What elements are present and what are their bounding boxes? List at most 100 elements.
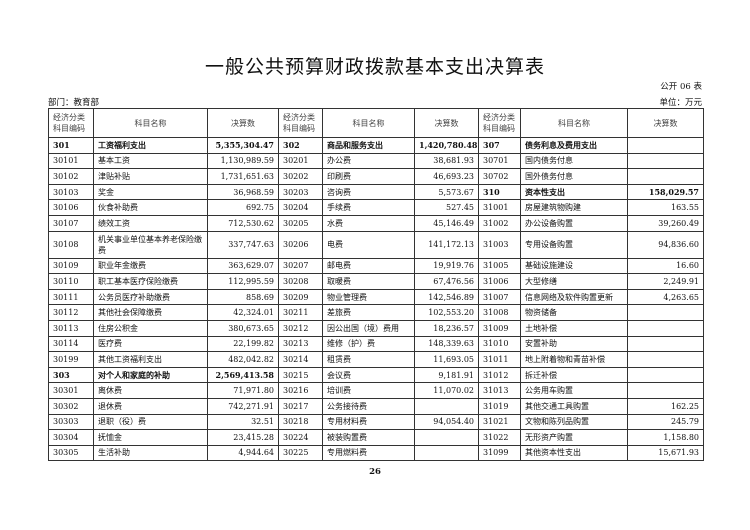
cell-code: 30702 bbox=[478, 168, 521, 185]
cell-code: 31013 bbox=[478, 382, 521, 399]
cell-code: 31001 bbox=[478, 199, 521, 216]
cell-name: 职业年金缴费 bbox=[93, 257, 208, 275]
cell-name: 会议费 bbox=[322, 366, 415, 384]
cell-code: 30305 bbox=[48, 444, 94, 462]
cell-name: 拆迁补偿 bbox=[520, 366, 628, 384]
cell-amount: 4,263.65 bbox=[627, 288, 704, 306]
cell-amount: 482,042.82 bbox=[207, 351, 279, 368]
cell-name: 基本工资 bbox=[93, 152, 208, 170]
cell-amount: 112,995.59 bbox=[207, 273, 279, 290]
cell-code: 30301 bbox=[48, 382, 94, 399]
cell-name: 资本性支出 bbox=[520, 183, 628, 201]
cell-amount: 1,731,651.63 bbox=[207, 168, 279, 185]
header-name: 科目名称 bbox=[93, 108, 208, 138]
cell-amount: 245.79 bbox=[627, 413, 704, 431]
cell-code: 30224 bbox=[278, 429, 323, 446]
cell-code: 30209 bbox=[278, 288, 323, 306]
cell-code: 31007 bbox=[478, 288, 521, 306]
cell-code: 303 bbox=[48, 366, 94, 384]
cell-code: 30216 bbox=[278, 382, 323, 399]
cell-code: 310 bbox=[478, 183, 521, 201]
cell-code: 30302 bbox=[48, 397, 94, 415]
table-row: 301 工资福利支出 5,355,304.47 302 商品和服务支出 1,420,780… bbox=[48, 137, 704, 154]
table-row: 30108 机关事业单位基本养老保险缴费 337,747.63 30206 电费 141,… bbox=[48, 230, 704, 259]
cell-amount: 39,260.49 bbox=[627, 214, 704, 232]
cell-code: 30212 bbox=[278, 319, 323, 337]
document-title: 一般公共预算财政拨款基本支出决算表 bbox=[204, 56, 545, 78]
cell-amount: 1,420,780.48 bbox=[414, 137, 479, 154]
cell-name: 公务用车购置 bbox=[520, 382, 628, 399]
cell-code: 31006 bbox=[478, 273, 521, 290]
cell-name: 安置补助 bbox=[520, 335, 628, 353]
cell-code: 30103 bbox=[48, 183, 94, 201]
cell-name: 离休费 bbox=[93, 382, 208, 399]
cell-amount: 5,355,304.47 bbox=[207, 137, 279, 154]
table-row: 30107 绩效工资 712,530.62 30205 水费 45,146.49 31002… bbox=[48, 214, 704, 232]
cell-name: 办公费 bbox=[322, 152, 415, 170]
cell-name: 地上附着物和青苗补偿 bbox=[520, 351, 628, 368]
cell-amount: 148,339.63 bbox=[414, 335, 479, 353]
table-row: 30106 伙食补助费 692.75 30204 手续费 527.45 31001 房屋建筑物… bbox=[48, 199, 704, 216]
cell-name: 取暖费 bbox=[322, 273, 415, 290]
table-row: 30109 职业年金缴费 363,629.07 30207 邮电费 19,919.76 31… bbox=[48, 257, 704, 275]
cell-amount: 102,553.20 bbox=[414, 304, 479, 321]
cell-amount: 46,693.23 bbox=[414, 168, 479, 185]
cell-amount: 71,971.80 bbox=[207, 382, 279, 399]
cell-name: 物业管理费 bbox=[322, 288, 415, 306]
cell-name: 手续费 bbox=[322, 199, 415, 216]
cell-code: 31010 bbox=[478, 335, 521, 353]
form-number: 公开 06 表 bbox=[660, 82, 702, 92]
table-row: 30103 奖金 36,968.59 30203 咨询费 5,573.67 310 资本性支出… bbox=[48, 183, 704, 201]
cell-amount: 1,158.80 bbox=[627, 429, 704, 446]
cell-name: 印刷费 bbox=[322, 168, 415, 185]
cell-amount: 712,530.62 bbox=[207, 214, 279, 232]
cell-amount: 158,029.57 bbox=[627, 183, 704, 201]
cell-name: 专用设备购置 bbox=[520, 230, 628, 259]
cell-code: 30109 bbox=[48, 257, 94, 275]
cell-code: 31021 bbox=[478, 413, 521, 431]
cell-name: 大型修缮 bbox=[520, 273, 628, 290]
cell-name: 咨询费 bbox=[322, 183, 415, 201]
cell-code: 30304 bbox=[48, 429, 94, 446]
cell-code: 30208 bbox=[278, 273, 323, 290]
cell-code: 301 bbox=[48, 137, 94, 154]
cell-amount: 692.75 bbox=[207, 199, 279, 216]
cell-name: 津贴补贴 bbox=[93, 168, 208, 185]
table-row: 30303 退职（役）费 32.51 30218 专用材料费 94,054.40 31021… bbox=[48, 413, 704, 431]
cell-name: 抚恤金 bbox=[93, 429, 208, 446]
cell-name: 培训费 bbox=[322, 382, 415, 399]
cell-name: 差旅费 bbox=[322, 304, 415, 321]
cell-amount: 18,236.57 bbox=[414, 319, 479, 337]
cell-amount: 15,671.93 bbox=[627, 444, 704, 462]
table-row: 30302 退休费 742,271.91 30217 公务接待费 31019 其他交通工具购… bbox=[48, 397, 704, 415]
cell-amount bbox=[414, 429, 479, 446]
page-number: 26 bbox=[369, 467, 381, 477]
cell-amount: 38,681.93 bbox=[414, 152, 479, 170]
cell-name: 商品和服务支出 bbox=[322, 137, 415, 154]
cell-code: 30701 bbox=[478, 152, 521, 170]
cell-code: 30111 bbox=[48, 288, 94, 306]
cell-code: 31012 bbox=[478, 366, 521, 384]
cell-code: 30205 bbox=[278, 214, 323, 232]
cell-name: 无形资产购置 bbox=[520, 429, 628, 446]
cell-amount: 22,199.82 bbox=[207, 335, 279, 353]
cell-code: 30112 bbox=[48, 304, 94, 321]
cell-name: 物资储备 bbox=[520, 304, 628, 321]
cell-code: 30113 bbox=[48, 319, 94, 337]
cell-code: 302 bbox=[278, 137, 323, 154]
table-row: 30304 抚恤金 23,415.28 30224 被装购置费 31022 无形资产购置 1,… bbox=[48, 429, 704, 446]
table-row: 30102 津贴补贴 1,731,651.63 30202 印刷费 46,693.23 30… bbox=[48, 168, 704, 185]
header-name: 科目名称 bbox=[520, 108, 628, 138]
cell-name: 生活补助 bbox=[93, 444, 208, 462]
table-row: 30111 公务员医疗补助缴费 858.69 30209 物业管理费 142,546.89… bbox=[48, 288, 704, 306]
cell-name: 维修（护）费 bbox=[322, 335, 415, 353]
cell-amount: 19,919.76 bbox=[414, 257, 479, 275]
cell-name: 电费 bbox=[322, 230, 415, 259]
cell-code: 30199 bbox=[48, 351, 94, 368]
cell-code: 30114 bbox=[48, 335, 94, 353]
cell-name: 其他资本性支出 bbox=[520, 444, 628, 462]
cell-amount: 363,629.07 bbox=[207, 257, 279, 275]
cell-amount bbox=[627, 304, 704, 321]
cell-amount: 2,569,413.58 bbox=[207, 366, 279, 384]
cell-code: 30201 bbox=[278, 152, 323, 170]
